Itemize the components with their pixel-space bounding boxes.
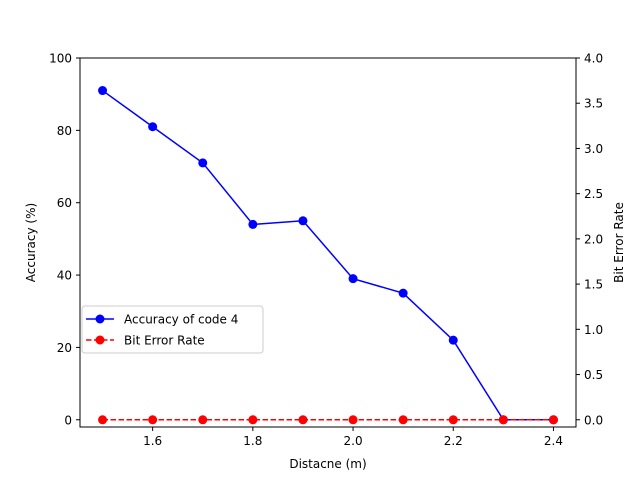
y-right-tick-label: 0.5 bbox=[584, 368, 603, 382]
y-right-tick-label: 2.5 bbox=[584, 187, 603, 201]
data-point-bit-error-rate bbox=[298, 415, 308, 425]
data-point-bit-error-rate bbox=[348, 415, 358, 425]
y-left-tick-label: 80 bbox=[57, 124, 72, 138]
y-left-tick-label: 0 bbox=[64, 413, 72, 427]
x-tick-label: 2.0 bbox=[344, 434, 363, 448]
data-point-bit-error-rate bbox=[148, 415, 158, 425]
data-point-accuracy bbox=[198, 158, 208, 168]
data-point-bit-error-rate bbox=[248, 415, 258, 425]
y-right-tick-label: 2.0 bbox=[584, 232, 603, 246]
data-point-accuracy bbox=[348, 274, 358, 284]
y-axis-right: 0.0 0.5 1.0 1.5 2.0 2.5 3.0 3.5 4.0 bbox=[576, 52, 603, 427]
y-left-tick-label: 40 bbox=[57, 269, 72, 283]
data-point-accuracy bbox=[98, 86, 108, 96]
y-axis-left-label: Accuracy (%) bbox=[24, 203, 38, 282]
data-point-accuracy bbox=[148, 122, 158, 132]
legend: Accuracy of code 4 Bit Error Rate bbox=[81, 305, 264, 354]
series-layer bbox=[98, 86, 558, 425]
y-left-tick-label: 100 bbox=[49, 52, 72, 66]
x-tick-label: 2.4 bbox=[544, 434, 563, 448]
x-tick-label: 1.8 bbox=[243, 434, 262, 448]
x-tick-label: 2.2 bbox=[444, 434, 463, 448]
legend-ber-label: Bit Error Rate bbox=[124, 334, 205, 348]
y-right-tick-label: 3.0 bbox=[584, 142, 603, 156]
y-right-tick-label: 0.0 bbox=[584, 413, 603, 427]
x-axis-label: Distacne (m) bbox=[289, 457, 366, 471]
data-point-bit-error-rate bbox=[398, 415, 408, 425]
y-left-tick-label: 20 bbox=[57, 341, 72, 355]
data-point-accuracy bbox=[398, 288, 408, 298]
y-axis-right-label: Bit Error Rate bbox=[612, 202, 626, 283]
legend-accuracy-label: Accuracy of code 4 bbox=[124, 313, 238, 327]
y-right-tick-label: 1.5 bbox=[584, 278, 603, 292]
x-tick-label: 1.6 bbox=[143, 434, 162, 448]
data-point-accuracy bbox=[448, 335, 458, 345]
legend-box bbox=[81, 305, 264, 354]
data-point-bit-error-rate bbox=[548, 415, 558, 425]
y-right-tick-label: 4.0 bbox=[584, 52, 603, 66]
x-axis: 1.6 1.8 2.0 2.2 2.4 bbox=[143, 427, 563, 448]
y-right-tick-label: 1.0 bbox=[584, 323, 603, 337]
data-point-bit-error-rate bbox=[498, 415, 508, 425]
y-left-tick-label: 60 bbox=[57, 196, 72, 210]
legend-accuracy-marker bbox=[95, 314, 105, 324]
data-point-accuracy bbox=[248, 219, 258, 229]
data-point-accuracy bbox=[298, 216, 308, 226]
data-point-bit-error-rate bbox=[198, 415, 208, 425]
legend-ber-marker bbox=[95, 335, 105, 345]
data-point-bit-error-rate bbox=[448, 415, 458, 425]
data-point-bit-error-rate bbox=[98, 415, 108, 425]
y-right-tick-label: 3.5 bbox=[584, 97, 603, 111]
y-axis-left: 0 20 40 60 80 100 bbox=[49, 52, 80, 427]
plot-frame bbox=[79, 57, 577, 428]
series-line-accuracy bbox=[102, 89, 554, 421]
